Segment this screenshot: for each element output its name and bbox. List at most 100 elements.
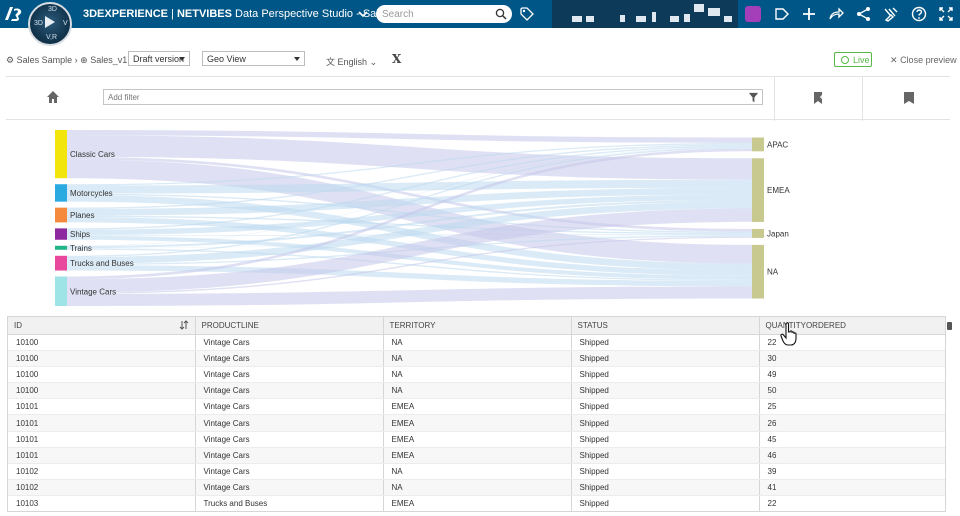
sankey-link[interactable]	[67, 199, 752, 249]
sankey-link[interactable]	[67, 179, 752, 194]
sankey-source-node[interactable]	[55, 276, 67, 306]
table-row[interactable]: 10101 Vintage Cars EMEA Shipped 46	[8, 447, 945, 465]
table-row[interactable]: 10101 Vintage Cars EMEA Shipped 45	[8, 431, 945, 448]
table-cell-status: Shipped	[571, 350, 760, 367]
column-header-status[interactable]: STATUS	[571, 317, 760, 335]
filter-bar[interactable]	[103, 89, 763, 105]
sankey-target-node[interactable]	[752, 244, 764, 299]
user-area[interactable]	[552, 0, 738, 28]
breadcrumb-item[interactable]: Sales_v1	[90, 55, 128, 65]
scrollbar-thumb[interactable]	[947, 322, 952, 330]
compass-play-icon[interactable]	[45, 16, 55, 28]
search-box[interactable]	[376, 5, 512, 23]
compass-icon[interactable]: 3D 3D V V,R	[28, 2, 72, 46]
version-select[interactable]: Draft version	[128, 51, 190, 66]
table-row[interactable]: 10100 Vintage Cars NA Shipped 30	[8, 350, 945, 367]
ds-logo-icon[interactable]	[2, 4, 26, 24]
tag-icon[interactable]	[520, 7, 534, 21]
language-label: English	[337, 57, 368, 67]
sankey-link[interactable]	[67, 265, 752, 287]
table-row[interactable]: 10100 Vintage Cars NA Shipped 22	[8, 334, 945, 351]
sankey-link[interactable]	[67, 145, 752, 230]
table-row[interactable]: 10102 Vintage Cars NA Shipped 39	[8, 463, 945, 481]
user-pixel	[708, 8, 720, 16]
title-separator: |	[167, 8, 177, 20]
sankey-source-label: Vintage Cars	[70, 287, 116, 296]
table-row[interactable]: 10102 Vintage Cars NA Shipped 41	[8, 479, 945, 497]
table-cell-territory: EMEA	[383, 414, 572, 432]
live-button[interactable]: Live	[834, 52, 872, 67]
user-pixel	[620, 15, 625, 22]
filter-input[interactable]	[108, 91, 728, 103]
sankey-link[interactable]	[67, 156, 752, 232]
sankey-source-node[interactable]	[55, 228, 67, 240]
table-cell-status: Shipped	[571, 479, 760, 497]
sankey-link[interactable]	[67, 148, 752, 280]
sankey-source-node[interactable]	[55, 130, 67, 179]
sankey-source-node[interactable]	[55, 207, 67, 223]
table-cell-territory: NA	[383, 366, 572, 384]
table-row[interactable]: 10100 Vintage Cars NA Shipped 49	[8, 366, 945, 384]
sankey-source-node[interactable]	[55, 245, 67, 250]
share-icon[interactable]	[828, 6, 844, 22]
chevron-down-icon[interactable]	[357, 8, 369, 20]
table-cell-quantityordered: 46	[759, 447, 945, 465]
view-select[interactable]: Geo View	[202, 51, 305, 66]
plus-icon[interactable]	[801, 6, 817, 22]
sankey-link[interactable]	[67, 235, 752, 280]
table-row[interactable]: 10101 Vintage Cars EMEA Shipped 25	[8, 398, 945, 416]
table-row[interactable]: 10103 Trucks and Buses EMEA Shipped 22	[8, 495, 945, 511]
sankey-target-label: Japan	[767, 229, 789, 238]
translate-icon: 文	[326, 57, 336, 67]
compass-north-label: 3D	[48, 6, 57, 13]
language-select[interactable]: 文 English ⌄	[326, 55, 377, 68]
filter-icon[interactable]	[748, 92, 759, 103]
column-header-productline[interactable]: PRODUCTLINE	[195, 317, 384, 335]
sankey-link[interactable]	[67, 236, 752, 294]
network-icon[interactable]	[856, 6, 872, 22]
sankey-source-label: Trucks and Buses	[70, 259, 134, 268]
table-row[interactable]: 10100 Vintage Cars NA Shipped 50	[8, 382, 945, 400]
sankey-target-node[interactable]	[752, 158, 764, 222]
table-row[interactable]: 10101 Vintage Cars EMEA Shipped 26	[8, 414, 945, 432]
sort-icon[interactable]	[179, 320, 189, 330]
table-cell-status: Shipped	[571, 414, 760, 432]
sankey-link[interactable]	[67, 234, 752, 249]
sankey-source-node[interactable]	[55, 255, 67, 271]
column-header-id[interactable]: ID	[8, 317, 196, 335]
sankey-link[interactable]	[67, 147, 752, 258]
table-cell-productline: Vintage Cars	[195, 447, 384, 465]
add-content-icon[interactable]	[774, 6, 790, 22]
sankey-target-node[interactable]	[752, 137, 764, 152]
table-cell-territory: NA	[383, 479, 572, 497]
avatar[interactable]	[745, 6, 761, 22]
table-scrollbar[interactable]	[946, 316, 954, 512]
search-icon[interactable]	[495, 8, 507, 20]
sankey-source-node[interactable]	[55, 184, 67, 202]
sankey-link[interactable]	[67, 208, 752, 293]
bookmark-icon[interactable]	[903, 91, 915, 105]
home-icon[interactable]	[46, 90, 60, 104]
breadcrumb-root[interactable]: Sales Sample	[16, 55, 73, 65]
x-button[interactable]: X	[392, 52, 402, 66]
sankey-link[interactable]	[67, 142, 752, 186]
search-input[interactable]	[382, 7, 490, 21]
user-pixel	[684, 14, 690, 22]
table-cell-id: 10100	[8, 350, 196, 367]
table-cell-id: 10103	[8, 495, 196, 511]
help-icon[interactable]	[911, 6, 927, 22]
sankey-link[interactable]	[67, 130, 752, 143]
bookmark-add-icon[interactable]	[813, 91, 825, 105]
fullscreen-icon[interactable]	[938, 6, 954, 22]
sankey-target-node[interactable]	[752, 228, 764, 238]
sankey-link[interactable]	[67, 144, 752, 209]
sankey-link[interactable]	[67, 135, 752, 180]
sankey-link[interactable]	[67, 201, 752, 264]
sankey-link[interactable]	[67, 146, 752, 247]
column-header-quantityordered[interactable]: QUANTITYORDERED	[759, 317, 945, 335]
sankey-link[interactable]	[67, 286, 752, 306]
column-header-territory[interactable]: TERRITORY	[383, 317, 572, 335]
table-cell-productline: Vintage Cars	[195, 414, 384, 432]
tools-icon[interactable]	[883, 6, 899, 22]
close-preview-button[interactable]: ✕ Close preview	[890, 55, 957, 66]
